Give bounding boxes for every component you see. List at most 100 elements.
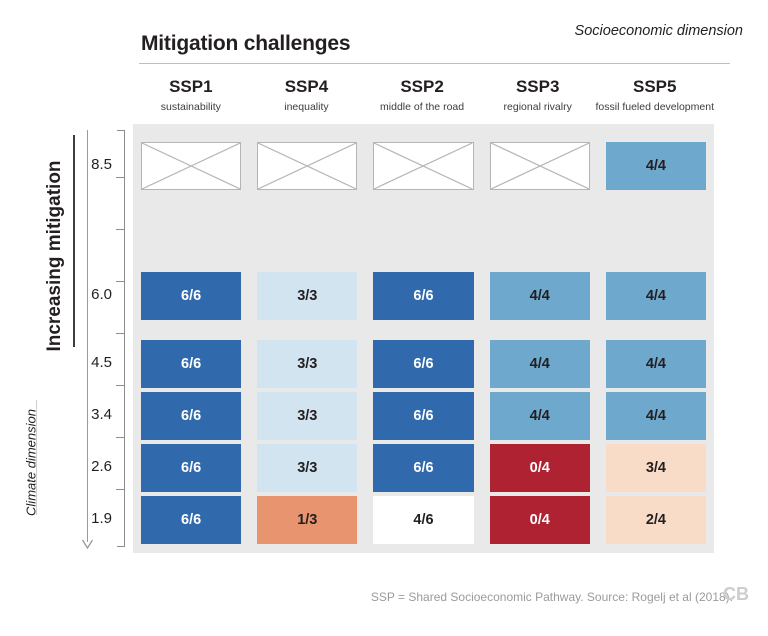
heatmap-cell-ssp2-4.5[interactable]: 6/6: [373, 340, 474, 388]
axis-tick-mark: [116, 489, 125, 490]
axis-tick-label-1.9: 1.9: [91, 510, 112, 527]
heatmap-cell-ssp1-1.9[interactable]: 6/6: [141, 496, 242, 544]
heatmap-cell-slot: 6/6: [365, 340, 481, 388]
heatmap-cell-ssp3-6.0[interactable]: 4/4: [489, 272, 590, 320]
heatmap-cell-slot: 4/4: [598, 340, 714, 388]
heatmap-cell-label: 6/6: [413, 460, 434, 476]
heatmap-cell-label: 6/6: [181, 512, 202, 528]
column-headers: SSP1 sustainability SSP4 inequality SSP2 midd…: [133, 77, 714, 119]
heatmap-row: 6/6 3/3 6/6 4/4 4/4: [133, 340, 714, 388]
heatmap-row: 6/6 3/3 6/6 4/4 4/4: [133, 272, 714, 320]
page-title: Mitigation challenges: [141, 32, 351, 55]
heatmap-cell-label: 6/6: [181, 288, 202, 304]
heatmap-cell-label: 0/4: [529, 460, 550, 476]
heatmap-cell-slot: [249, 142, 365, 190]
heatmap-cell-slot: 6/6: [133, 392, 249, 440]
heatmap-cell-slot: 4/4: [598, 142, 714, 190]
heatmap-cell-ssp1-2.6[interactable]: 6/6: [141, 444, 242, 492]
heatmap-cell-ssp5-1.9[interactable]: 2/4: [605, 496, 707, 544]
heatmap-cell-ssp4-6.0[interactable]: 3/3: [257, 272, 358, 320]
heatmap-cell-label: 3/3: [297, 460, 318, 476]
heatmap-cell-slot: 6/6: [133, 272, 249, 320]
heatmap-cell-label: 4/4: [645, 408, 666, 424]
heatmap-cell-label: 6/6: [181, 408, 202, 424]
heatmap-cell-label: 4/4: [645, 288, 666, 304]
axis-tick-label-8.5: 8.5: [91, 156, 112, 173]
heatmap-cell-ssp3-3.4[interactable]: 4/4: [489, 392, 590, 440]
heatmap-cell-ssp2-8.5[interactable]: [373, 142, 474, 190]
heatmap-cell-slot: 4/6: [365, 496, 481, 544]
heatmap-cell-ssp5-6.0[interactable]: 4/4: [605, 272, 707, 320]
heatmap-cell-ssp4-8.5[interactable]: [257, 142, 358, 190]
heatmap-cell-label: 0/4: [529, 512, 550, 528]
heatmap-cell-ssp1-4.5[interactable]: 6/6: [141, 340, 242, 388]
heatmap-cell-ssp1-3.4[interactable]: 6/6: [141, 392, 242, 440]
heatmap-cell-ssp2-3.4[interactable]: 6/6: [373, 392, 474, 440]
heatmap-cell-slot: 6/6: [133, 496, 249, 544]
column-header-sublabel: sustainability: [160, 101, 221, 113]
heatmap-cell-slot: 0/4: [482, 444, 598, 492]
column-header-sublabel: regional rivalry: [503, 101, 572, 113]
heatmap-cell-ssp5-3.4[interactable]: 4/4: [605, 392, 707, 440]
heatmap-cell-ssp1-8.5[interactable]: [141, 142, 242, 190]
heatmap-cell-ssp5-4.5[interactable]: 4/4: [605, 340, 707, 388]
socioeconomic-dimension-label: Socioeconomic dimension: [574, 23, 743, 39]
heatmap-grid: 4/4 6/6 3/3 6/6 4/4 4/4 6/6 3/3 6/6 4/4 4/4 6/6 3/3 6…: [133, 124, 714, 553]
column-header-sublabel: middle of the road: [380, 101, 465, 113]
heatmap-cell-slot: 3/3: [249, 272, 365, 320]
column-header-ssp1: SSP1 sustainability: [133, 77, 249, 119]
cross-out-icon: [258, 143, 356, 189]
axis-tick-mark: [116, 437, 125, 438]
axis-tick-mark: [116, 229, 125, 230]
cross-out-icon: [142, 143, 240, 189]
heatmap-cell-ssp3-4.5[interactable]: 4/4: [489, 340, 590, 388]
heatmap-cell-ssp5-8.5[interactable]: 4/4: [605, 142, 707, 190]
heatmap-row: 6/6 1/3 4/6 0/4 2/4: [133, 496, 714, 544]
heatmap-cell-ssp2-6.0[interactable]: 6/6: [373, 272, 474, 320]
column-header-name: SSP3: [515, 77, 560, 96]
heatmap-cell-slot: [133, 142, 249, 190]
column-header-name: SSP2: [400, 77, 444, 96]
heatmap-cell-label: 6/6: [413, 288, 434, 304]
column-header-name: SSP1: [169, 77, 213, 96]
column-header-ssp3: SSP3 regional rivalry: [480, 77, 596, 119]
heatmap-cell-slot: 6/6: [365, 272, 481, 320]
source-note: SSP = Shared Socioeconomic Pathway. Sour…: [370, 590, 733, 604]
heatmap-cell-label: 3/3: [297, 356, 318, 372]
heatmap-cell-ssp4-2.6[interactable]: 3/3: [257, 444, 358, 492]
column-header-sublabel: fossil fueled development: [595, 101, 715, 113]
axis-tick-mark: [116, 177, 125, 178]
heatmap-cell-label: 6/6: [181, 356, 202, 372]
heatmap-cell-ssp2-1.9[interactable]: 4/6: [373, 496, 474, 544]
heatmap-cell-label: 1/3: [297, 512, 318, 528]
heatmap-cell-ssp2-2.6[interactable]: 6/6: [373, 444, 474, 492]
heatmap-cell-slot: 3/3: [249, 392, 365, 440]
column-header-ssp2: SSP2 middle of the road: [364, 77, 480, 119]
column-header-ssp5: SSP5 fossil fueled development: [596, 77, 715, 119]
heatmap-cell-ssp5-2.6[interactable]: 3/4: [605, 444, 707, 492]
axis-tick-mark: [116, 281, 125, 282]
carbon-brief-logo: CB: [723, 584, 749, 604]
heatmap-cell-ssp4-1.9[interactable]: 1/3: [257, 496, 358, 544]
column-header-sublabel: inequality: [284, 101, 329, 113]
heatmap-cell-slot: 4/4: [482, 272, 598, 320]
heatmap-cell-slot: 3/3: [249, 444, 365, 492]
heatmap-cell-ssp3-8.5[interactable]: [489, 142, 590, 190]
climate-dimension-rule: [36, 400, 37, 515]
axis-tick-label-4.5: 4.5: [91, 354, 112, 371]
axis-tick-label-6.0: 6.0: [91, 286, 112, 303]
heatmap-cell-slot: 6/6: [365, 444, 481, 492]
heatmap-cell-slot: 4/4: [482, 340, 598, 388]
heatmap-cell-ssp3-2.6[interactable]: 0/4: [489, 444, 590, 492]
axis-tick-label-2.6: 2.6: [91, 458, 112, 475]
heatmap-row: 6/6 3/3 6/6 0/4 3/4: [133, 444, 714, 492]
heatmap-cell-ssp4-4.5[interactable]: 3/3: [257, 340, 358, 388]
heatmap-cell-ssp3-1.9[interactable]: 0/4: [489, 496, 590, 544]
axis-tick-mark: [116, 385, 125, 386]
title-divider: [139, 63, 730, 64]
heatmap-cell-ssp1-6.0[interactable]: 6/6: [141, 272, 242, 320]
heatmap-cell-ssp4-3.4[interactable]: 3/3: [257, 392, 358, 440]
column-header-ssp4: SSP4 inequality: [249, 77, 365, 119]
heatmap-cell-slot: 6/6: [365, 392, 481, 440]
